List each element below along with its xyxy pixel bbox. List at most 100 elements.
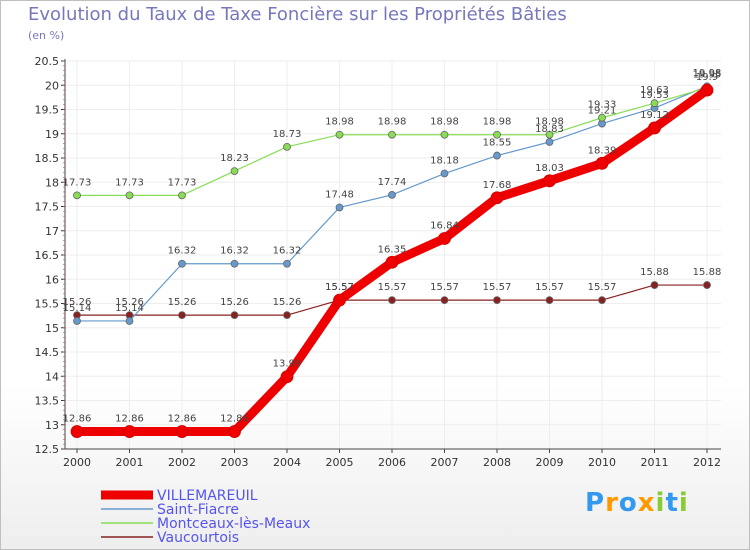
data-point (493, 130, 501, 139)
data-point (385, 255, 399, 269)
data-label: 18.98 (483, 117, 512, 128)
x-tick-label: 2012 (693, 456, 721, 469)
data-point (280, 370, 294, 384)
data-labels: 15.26 15.26 15.26 15.26 15.26 15.57 15.57 15.57… (63, 68, 722, 424)
logo-letter: i (655, 488, 666, 518)
data-point (700, 83, 714, 97)
data-point (440, 130, 449, 139)
y-tick-label: 18.5 (35, 152, 60, 165)
data-label: 15.14 (115, 303, 144, 314)
data-point (650, 281, 659, 289)
data-label: 15.26 (63, 297, 92, 308)
data-point (598, 113, 606, 122)
data-label: 18.23 (220, 153, 249, 164)
x-tick-label: 2001 (116, 456, 144, 469)
data-label: 18.98 (378, 117, 407, 128)
data-point (388, 190, 396, 199)
data-label: 18.98 (430, 117, 459, 128)
data-label: 18.98 (325, 117, 354, 128)
data-point (228, 425, 241, 438)
y-tick-label: 15 (45, 322, 59, 335)
data-label: 17.68 (483, 180, 512, 191)
data-point (283, 142, 291, 151)
chart-title: Evolution du Taux de Taxe Foncière sur l… (28, 4, 567, 25)
y-tick-label: 16 (45, 273, 59, 286)
data-label: 13.99 (273, 359, 302, 370)
x-tick-label: 2007 (431, 456, 459, 469)
data-point (333, 293, 346, 307)
data-label: 19.63 (640, 85, 669, 96)
logo-letter: P (585, 488, 606, 518)
y-tick-label: 18 (45, 176, 59, 189)
data-point (230, 167, 239, 175)
data-label: 16.32 (220, 246, 249, 257)
data-label: 18.83 (535, 124, 564, 135)
data-label: 19.9 (696, 72, 718, 83)
logo-letter: r (605, 488, 619, 518)
x-tick-label: 2009 (536, 456, 564, 469)
x-tick-label: 2006 (378, 456, 406, 469)
data-label: 12.86 (220, 414, 249, 425)
y-tick-label: 20.5 (35, 55, 60, 68)
logo-letter: x (637, 488, 656, 518)
data-point (440, 169, 449, 178)
data-label: 18.55 (483, 138, 512, 149)
data-point (178, 311, 186, 320)
data-point (283, 259, 291, 268)
data-point (125, 317, 134, 325)
data-label: 15.14 (63, 303, 92, 314)
data-label: 15.57 (535, 282, 564, 293)
data-label: 18.03 (535, 163, 564, 174)
data-label: 18.18 (430, 156, 459, 167)
y-tick-label: 13.5 (35, 395, 60, 408)
data-label: 19.12 (640, 110, 669, 121)
data-point (123, 425, 136, 438)
data-label: 12.86 (115, 414, 144, 425)
data-label: 15.88 (693, 267, 722, 278)
y-tick-label: 19.5 (35, 104, 60, 117)
data-point (545, 130, 554, 139)
data-label: 15.26 (115, 297, 144, 308)
data-point (490, 191, 504, 205)
data-label: 18.73 (273, 129, 302, 140)
y-axis-ticks: 12.5 13 13.5 14 14.5 15 15.5 16 16.5 17 17.5 18 18.5… (35, 55, 65, 456)
data-label: 12.86 (63, 414, 92, 425)
data-point (70, 425, 84, 438)
data-label: 19.95 (693, 70, 722, 81)
data-label: 17.48 (325, 189, 354, 200)
series-group (70, 82, 714, 438)
x-tick-label: 2000 (63, 456, 91, 469)
data-label: 15.26 (168, 297, 197, 308)
y-tick-label: 19 (45, 128, 59, 141)
x-tick-label: 2003 (221, 456, 249, 469)
x-tick-label: 2010 (588, 456, 616, 469)
data-point (230, 259, 239, 268)
data-point (648, 121, 661, 135)
legend-label: VILLEMAREUIL (157, 488, 258, 504)
data-label: 15.57 (378, 282, 407, 293)
logo-letter: i (678, 488, 689, 518)
unit-label: (en %) (28, 29, 65, 42)
y-tick-label: 20 (45, 79, 59, 92)
data-label: 19.98 (693, 68, 722, 79)
y-tick-label: 17 (45, 225, 59, 238)
data-point (335, 130, 344, 139)
data-point (335, 203, 344, 212)
data-label: 15.88 (640, 267, 669, 278)
y-tick-label: 14.5 (35, 346, 60, 359)
y-tick-label: 14 (45, 370, 59, 383)
data-label: 17.73 (168, 177, 197, 188)
data-point (125, 191, 134, 200)
legend-label: Vaucourtois (157, 530, 239, 546)
legend-label: Saint-Fiacre (157, 502, 239, 518)
data-label: 12.86 (168, 414, 197, 425)
data-point (178, 259, 186, 268)
data-label: 18.39 (588, 145, 617, 156)
x-tick-label: 2004 (273, 456, 301, 469)
data-point (493, 296, 501, 305)
data-label: 16.32 (273, 246, 302, 257)
data-label: 18.98 (535, 117, 564, 128)
data-point (440, 296, 449, 305)
data-label: 15.57 (588, 282, 617, 293)
